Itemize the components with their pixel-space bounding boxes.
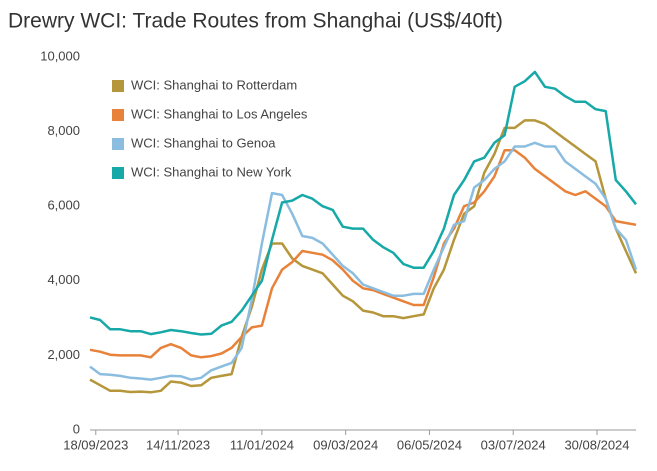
x-tick-label: 30/08/2024 (564, 437, 629, 452)
y-tick-label: 10,000 (40, 48, 80, 63)
x-tick-label: 11/01/2024 (230, 437, 294, 452)
series-line (89, 119, 638, 394)
y-tick-label: 8,000 (47, 123, 80, 138)
x-tick-label: 06/05/2024 (397, 437, 462, 452)
legend-label: WCI: Shanghai to New York (131, 164, 292, 179)
y-tick-label: 2,000 (47, 347, 80, 362)
x-tick-label: 09/03/2024 (313, 437, 378, 452)
chart-title: Drewry WCI: Trade Routes from Shanghai (… (8, 10, 503, 33)
legend-label: WCI: Shanghai to Genoa (131, 135, 276, 150)
legend-label: WCI: Shanghai to Los Angeles (131, 106, 308, 121)
y-tick-label: 0 (73, 421, 80, 436)
legend-label: WCI: Shanghai to Rotterdam (131, 77, 297, 92)
series-line (89, 141, 638, 381)
y-tick-label: 6,000 (47, 198, 80, 213)
x-tick-label: 14/11/2023 (146, 437, 210, 452)
legend-swatch (112, 167, 124, 179)
x-tick-label: 18/09/2023 (63, 437, 128, 452)
series-line (89, 149, 637, 359)
series-line (89, 70, 637, 336)
x-tick-label: 03/07/2024 (481, 437, 546, 452)
legend-swatch (112, 80, 124, 92)
legend-swatch (112, 109, 124, 121)
legend-swatch (112, 138, 124, 150)
y-tick-label: 4,000 (47, 272, 80, 287)
